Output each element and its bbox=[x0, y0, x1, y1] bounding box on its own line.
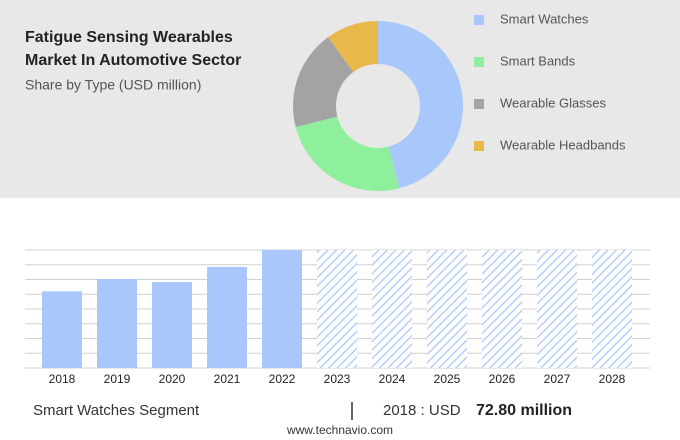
chart-title: Fatigue Sensing Wearables bbox=[25, 29, 233, 46]
x-tick-label: 2025 bbox=[434, 372, 461, 386]
bar bbox=[42, 291, 82, 368]
segment-label: Smart Watches Segment bbox=[33, 402, 200, 419]
legend-swatch bbox=[474, 57, 484, 67]
forecast-placeholder bbox=[592, 250, 632, 368]
pie-slice bbox=[293, 37, 354, 128]
pie-slice bbox=[328, 21, 378, 73]
x-tick-label: 2019 bbox=[104, 372, 131, 386]
forecast-placeholder bbox=[317, 250, 357, 368]
x-tick-label: 2018 bbox=[49, 372, 76, 386]
x-tick-label: 2022 bbox=[269, 372, 296, 386]
legend-label: Smart Watches bbox=[500, 11, 589, 26]
x-tick-label: 2026 bbox=[489, 372, 516, 386]
pie-slice bbox=[378, 21, 463, 189]
bar bbox=[207, 266, 247, 368]
x-tick-label: 2021 bbox=[214, 372, 241, 386]
bar bbox=[262, 250, 302, 368]
legend-swatch bbox=[474, 15, 484, 25]
legend-label: Smart Bands bbox=[500, 53, 576, 68]
x-tick-label: 2028 bbox=[599, 372, 626, 386]
year-label: 2018 : USD bbox=[383, 402, 461, 419]
value-label: 72.80 million bbox=[476, 402, 572, 419]
bar bbox=[152, 282, 192, 368]
forecast-placeholder bbox=[427, 250, 467, 368]
bar bbox=[97, 278, 137, 368]
legend-swatch bbox=[474, 99, 484, 109]
legend-swatch bbox=[474, 141, 484, 151]
chart-subtitle: Share by Type (USD million) bbox=[25, 77, 201, 93]
legend-label: Wearable Glasses bbox=[500, 95, 606, 110]
pie-slice bbox=[295, 116, 400, 191]
x-tick-label: 2023 bbox=[324, 372, 351, 386]
x-tick-label: 2020 bbox=[159, 372, 186, 386]
x-tick-label: 2024 bbox=[379, 372, 406, 386]
forecast-placeholder bbox=[372, 250, 412, 368]
x-tick-label: 2027 bbox=[544, 372, 571, 386]
forecast-placeholder bbox=[537, 250, 577, 368]
source: www.technavio.com bbox=[286, 423, 393, 437]
legend-label: Wearable Headbands bbox=[500, 137, 626, 152]
chart-title: Market In Automotive Sector bbox=[25, 52, 241, 69]
forecast-placeholder bbox=[482, 250, 522, 368]
